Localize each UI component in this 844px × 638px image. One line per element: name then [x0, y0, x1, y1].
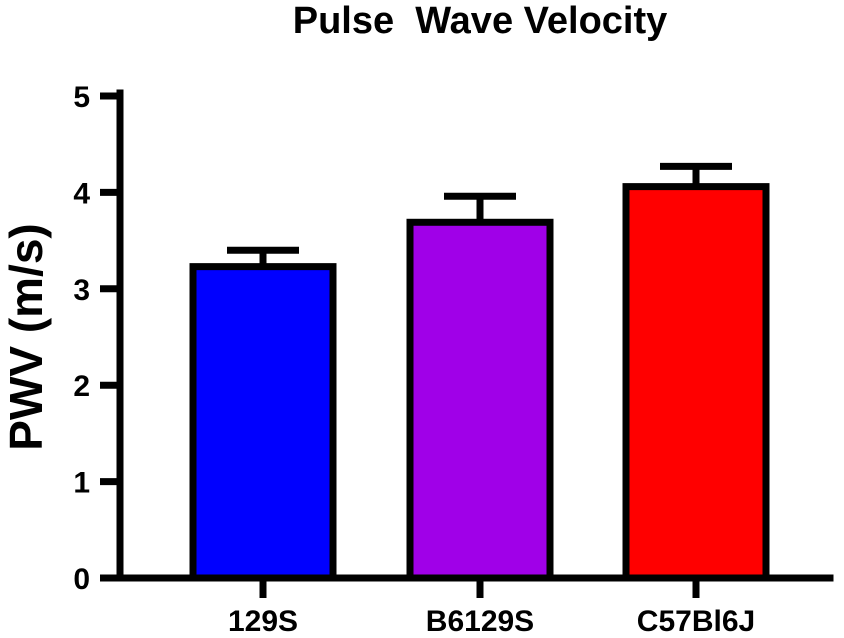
y-tick-label: 1 [73, 467, 90, 500]
error-bars [227, 162, 732, 267]
y-ticks: 0 1 2 3 4 5 [73, 81, 120, 596]
x-tick-label: 129S [228, 605, 298, 638]
x-tick-label: C57Bl6J [637, 605, 755, 638]
y-axis-label: PWV (m/s) [0, 223, 52, 450]
bar-c57bl6j [622, 183, 770, 582]
y-tick-label: 4 [73, 177, 90, 210]
bars [189, 183, 770, 582]
bar-129s [189, 263, 337, 582]
x-tick-label: B6129S [426, 605, 534, 638]
y-tick-label: 3 [73, 274, 90, 307]
y-tick-label: 5 [73, 81, 90, 114]
x-ticks: 129S B6129S C57Bl6J [228, 578, 755, 638]
y-tick-label: 2 [73, 370, 90, 403]
chart-title: Pulse Wave Velocity [293, 0, 668, 42]
y-tick-label: 0 [73, 563, 90, 596]
bar-b6129s [406, 218, 554, 582]
